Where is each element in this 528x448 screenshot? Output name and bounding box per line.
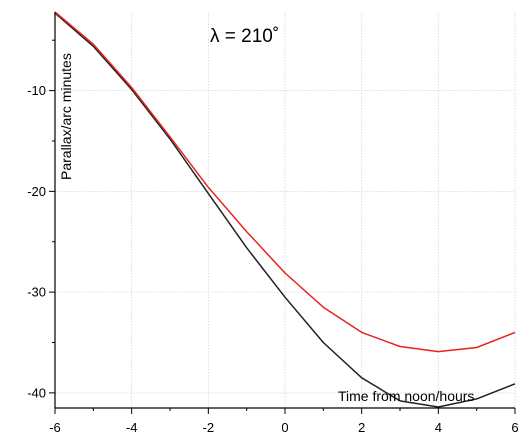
y-tick-label: -20 — [27, 184, 46, 199]
x-tick-label: 6 — [511, 420, 518, 435]
x-tick-label: 4 — [435, 420, 442, 435]
x-tick-label: -6 — [49, 420, 61, 435]
tick-labels: -6 -4 -2 0 2 4 6-10-20-30-40 — [27, 83, 518, 435]
x-tick-label: 0 — [281, 420, 288, 435]
tick-marks — [49, 39, 516, 414]
series-lines — [54, 11, 516, 408]
y-tick-label: -10 — [27, 83, 46, 98]
x-tick-label: -2 — [203, 420, 215, 435]
x-tick-label: -4 — [126, 420, 138, 435]
y-axis-title: Parallax/arc minutes — [58, 53, 74, 180]
x-tick-label: 2 — [358, 420, 365, 435]
chart-title: λ = 210˚ — [210, 26, 279, 47]
y-tick-label: -30 — [27, 285, 46, 300]
x-axis-title: Time from noon/hours — [338, 388, 474, 404]
y-tick-label: -40 — [27, 385, 46, 400]
series-line-2 — [54, 11, 516, 353]
gridlines — [55, 12, 516, 408]
series-line-1 — [54, 12, 516, 408]
